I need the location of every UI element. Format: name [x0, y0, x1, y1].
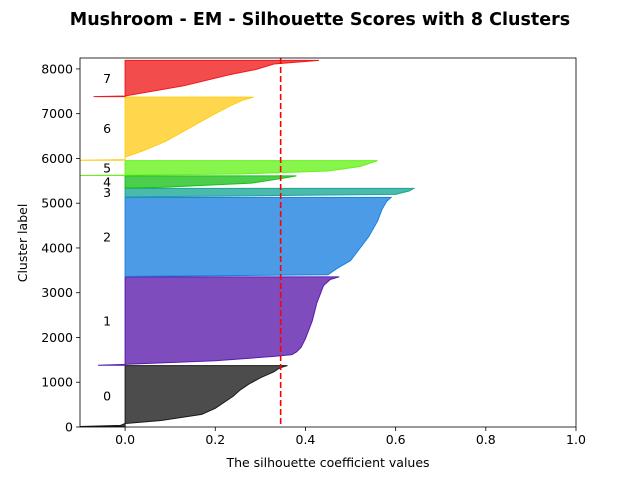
y-axis-ticks: 0 1000 2000 3000 4000 5000 6000 7000 8000 [41, 61, 80, 435]
x-tick-label: 1.0 [566, 432, 586, 447]
cluster-silhouettes [80, 59, 416, 427]
cluster-6-silhouette [80, 96, 254, 161]
x-tick-label: 0.8 [476, 432, 496, 447]
cluster-labels: 0 1 2 345 6 7 [103, 71, 111, 404]
cluster-5-silhouette [80, 160, 378, 176]
y-tick-label: 0 [65, 420, 73, 435]
y-tick-label: 3000 [41, 285, 73, 300]
y-tick-label: 1000 [41, 375, 73, 390]
plot-frame [79, 57, 577, 428]
cluster-label-3: 3 [103, 185, 111, 200]
x-axis-ticks: 0.0 0.2 0.4 0.6 0.8 1.0 [115, 427, 586, 447]
cluster-label-1: 1 [103, 314, 111, 329]
cluster-4-silhouette [124, 175, 297, 189]
y-tick-label: 6000 [41, 151, 73, 166]
y-tick-label: 4000 [41, 240, 73, 255]
plot-area [80, 58, 416, 427]
cluster-1-silhouette [98, 276, 340, 366]
cluster-label-4: 4 [103, 174, 111, 189]
y-tick-label: 2000 [41, 330, 73, 345]
x-tick-label: 0.0 [115, 432, 135, 447]
x-axis-label: The silhouette coefficient values [225, 455, 429, 470]
cluster-3-silhouette [124, 187, 416, 198]
cluster-0-silhouette [80, 365, 288, 427]
y-tick-label: 5000 [41, 196, 73, 211]
cluster-label-6: 6 [103, 121, 111, 136]
x-tick-label: 0.2 [205, 432, 225, 447]
cluster-label-5: 5 [103, 161, 111, 176]
cluster-label-2: 2 [103, 229, 111, 244]
cluster-label-7: 7 [103, 71, 111, 86]
y-axis-label: Cluster label [15, 204, 30, 283]
cluster-2-silhouette [124, 196, 393, 277]
x-tick-label: 0.4 [296, 432, 316, 447]
y-tick-label: 8000 [41, 61, 73, 76]
y-tick-label: 7000 [41, 106, 73, 121]
cluster-label-0: 0 [103, 389, 111, 404]
chart-title: Mushroom - EM - Silhouette Scores with 8… [70, 10, 570, 30]
cluster-7-silhouette [93, 59, 320, 98]
x-tick-label: 0.6 [386, 432, 406, 447]
